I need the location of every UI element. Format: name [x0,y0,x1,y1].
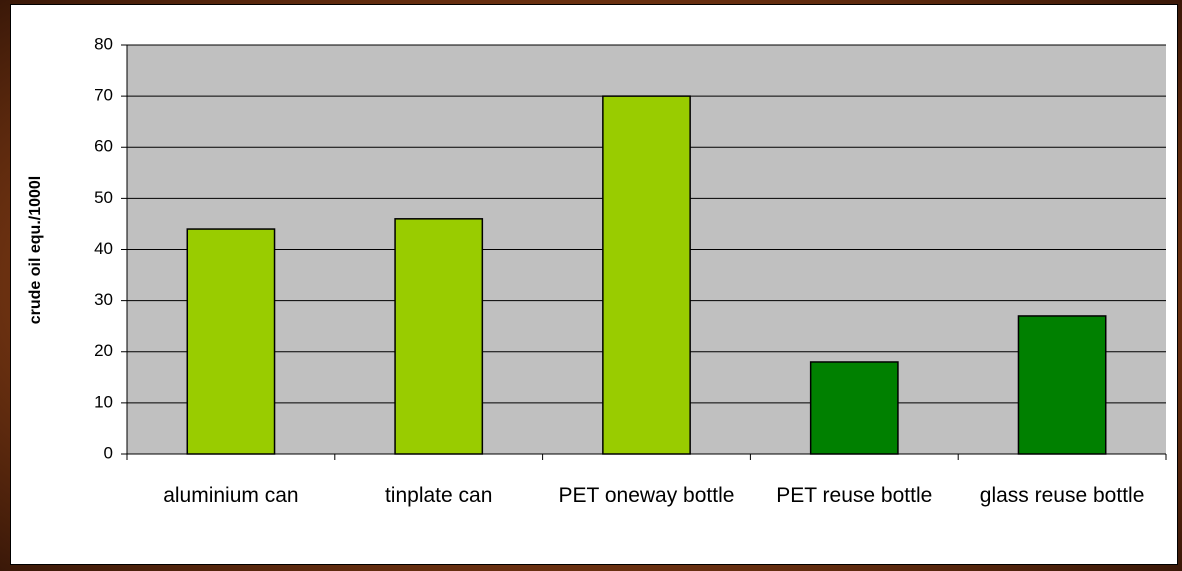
bar [602,95,691,455]
y-tick-label: 20 [94,341,113,360]
x-tick-label: glass reuse bottle [979,484,1145,507]
y-tick-label: 40 [94,239,113,258]
y-tick-label: 0 [104,443,113,462]
y-axis-label: crude oil equ./1000l [27,176,44,325]
y-tick-label: 10 [94,392,113,411]
y-tick-label: 80 [94,34,113,53]
y-tick-label: 30 [94,290,113,309]
bar [809,361,899,455]
y-tick-label: 60 [94,137,113,156]
y-tick-label: 50 [94,188,113,207]
x-tick-label: tinplate can [384,484,493,507]
bar [1017,315,1107,455]
bar [394,218,484,455]
x-tick-label: aluminium can [163,484,299,507]
y-tick-label: 70 [94,86,113,105]
x-tick-label: PET oneway bottle [558,484,735,507]
bar [186,228,276,455]
x-tick-label: PET reuse bottle [776,484,933,507]
